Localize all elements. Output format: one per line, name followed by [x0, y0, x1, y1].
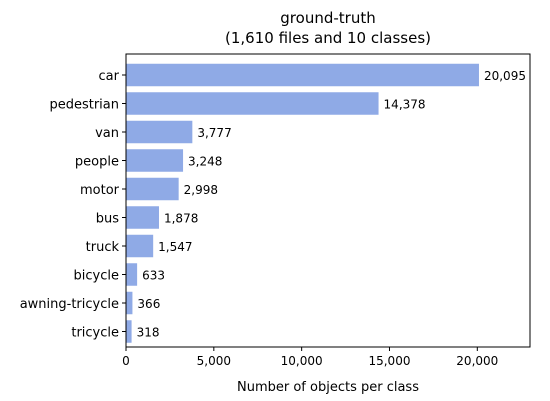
- plot-frame: [125, 53, 531, 348]
- category-label-awning-tricycle: awning-tricycle: [20, 297, 119, 312]
- category-label-bicycle: bicycle: [74, 269, 119, 284]
- value-label-bicycle: 633: [142, 269, 165, 283]
- bar-tricycle: [126, 320, 132, 343]
- bar-motor: [126, 177, 179, 201]
- bar-van: [126, 120, 193, 144]
- value-label-truck: 1,547: [158, 240, 192, 254]
- chart-subtitle: (1,610 files and 10 classes): [225, 29, 431, 47]
- value-label-van: 3,777: [197, 126, 231, 140]
- value-label-awning-tricycle: 366: [137, 297, 160, 311]
- x-axis-label: Number of objects per class: [237, 380, 419, 395]
- bar-bicycle: [126, 263, 138, 286]
- bars-group: [126, 63, 479, 343]
- bar-pedestrian: [126, 92, 379, 115]
- chart-title: ground-truth: [280, 9, 375, 27]
- bar-people: [126, 149, 184, 172]
- x-tick-label: 5,000: [197, 354, 231, 368]
- bar-truck: [126, 234, 154, 258]
- bar-car: [126, 63, 479, 87]
- category-label-motor: motor: [80, 183, 120, 198]
- category-label-tricycle: tricycle: [71, 326, 119, 341]
- value-label-motor: 2,998: [184, 183, 218, 197]
- value-label-tricycle: 318: [137, 326, 160, 340]
- bar-bus: [126, 206, 159, 229]
- bar-awning-tricycle: [126, 291, 133, 315]
- category-label-bus: bus: [96, 212, 119, 227]
- category-label-truck: truck: [86, 240, 120, 255]
- x-tick-label: 0: [122, 354, 130, 368]
- x-tick-label: 15,000: [368, 354, 410, 368]
- category-label-pedestrian: pedestrian: [49, 98, 119, 113]
- x-axis: 0 5,000 10,000 15,000 20,000: [122, 347, 498, 368]
- value-label-pedestrian: 14,378: [384, 98, 426, 112]
- value-labels: 20,095 14,378 3,777 3,248 2,998 1,878 1,547 633…: [137, 69, 526, 340]
- value-label-people: 3,248: [188, 155, 222, 169]
- category-label-van: van: [95, 126, 119, 141]
- x-tick-label: 10,000: [281, 354, 323, 368]
- category-label-car: car: [99, 69, 120, 84]
- value-label-bus: 1,878: [164, 212, 198, 226]
- category-label-people: people: [75, 155, 119, 170]
- x-tick-label: 20,000: [456, 354, 498, 368]
- value-label-car: 20,095: [484, 69, 526, 83]
- category-labels: car pedestrian van people motor bus truck bicyc…: [20, 69, 126, 341]
